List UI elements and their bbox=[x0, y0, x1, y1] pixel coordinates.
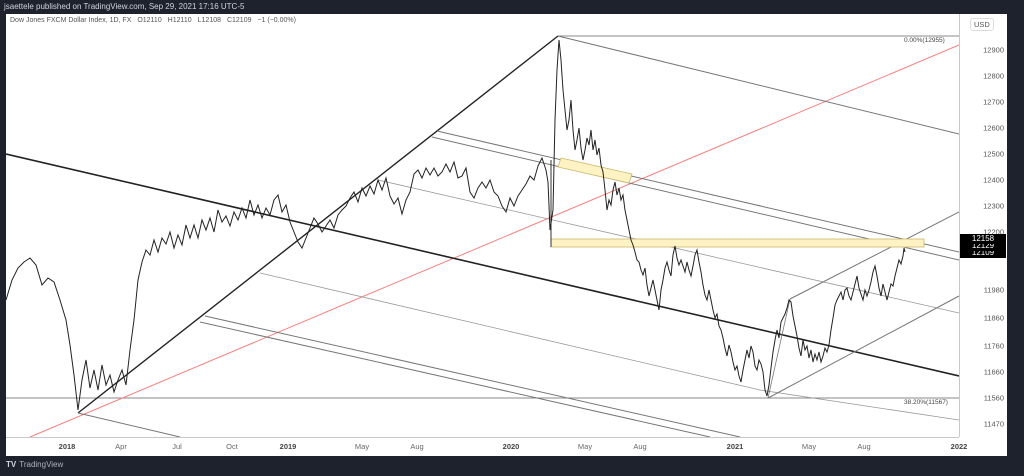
time-tick: 2018 bbox=[58, 442, 76, 451]
chart-panel[interactable] bbox=[6, 14, 1007, 456]
zone-resistance bbox=[550, 238, 925, 248]
zone-2020 bbox=[557, 157, 633, 184]
time-tick: Aug bbox=[857, 442, 871, 451]
time-tick: 2019 bbox=[279, 442, 297, 451]
descending-trendline bbox=[6, 153, 959, 377]
time-tick: May bbox=[354, 442, 370, 451]
time-tick: 2021 bbox=[726, 442, 744, 451]
fib-382-label: 38.20%(11567) bbox=[904, 399, 948, 406]
symbol-name: Dow Jones FXCM Dollar Index, 1D, FX bbox=[10, 17, 132, 24]
time-tick: Aug bbox=[410, 442, 424, 451]
price-tick: 11760 bbox=[983, 341, 1004, 351]
publisher-header: jsaettele published on TradingView.com, … bbox=[4, 2, 245, 11]
price-tick: 12500 bbox=[983, 149, 1004, 159]
ohlc-low: L12108 bbox=[197, 17, 221, 24]
time-tick: May bbox=[801, 442, 817, 451]
ohlc-change: −1 (−0.00%) bbox=[257, 17, 296, 24]
price-tick: 11470 bbox=[983, 419, 1004, 429]
price-label-12158: 12158 bbox=[960, 234, 1006, 244]
price-tick: 12800 bbox=[983, 71, 1004, 81]
price-label-12129: 12129 bbox=[960, 241, 1006, 251]
symbol-legend: Dow Jones FXCM Dollar Index, 1D, FX O121… bbox=[10, 17, 300, 24]
price-tick: 11660 bbox=[983, 367, 1004, 377]
time-tick: 2020 bbox=[502, 442, 520, 451]
price-tick: 11980 bbox=[983, 285, 1004, 295]
price-series bbox=[6, 39, 906, 411]
ohlc-open: O12110 bbox=[137, 17, 162, 24]
time-tick: 2022 bbox=[950, 442, 968, 451]
brand-name: TradingView bbox=[19, 460, 64, 469]
time-tick: Apr bbox=[115, 442, 127, 451]
ohlc-close: C12109 bbox=[226, 17, 252, 24]
price-tick: 12900 bbox=[983, 45, 1004, 55]
tradingview-footer[interactable]: TV TradingView bbox=[6, 460, 63, 469]
price-tick: 12400 bbox=[983, 175, 1004, 185]
ohlc-high: H12110 bbox=[167, 17, 192, 24]
time-tick: May bbox=[577, 442, 593, 451]
price-tick: 12200 bbox=[983, 227, 1004, 237]
red-trendline bbox=[29, 44, 959, 437]
price-tick: 12600 bbox=[983, 123, 1004, 133]
currency-button[interactable]: USD bbox=[970, 18, 994, 31]
fib-0-label: 0.00%(12955) bbox=[904, 37, 945, 44]
price-tick: 11860 bbox=[983, 313, 1004, 323]
price-tick: 12700 bbox=[983, 97, 1004, 107]
time-tick: Aug bbox=[633, 442, 647, 451]
time-tick: Oct bbox=[226, 442, 238, 451]
time-tick: Jul bbox=[172, 442, 182, 451]
price-tick: 12300 bbox=[983, 201, 1004, 211]
time-axis[interactable]: 2018 Apr Jul Oct 2019 May Aug 2020 May A… bbox=[6, 437, 967, 457]
tradingview-logo-icon: TV bbox=[6, 460, 17, 469]
price-label-12109: 12109 bbox=[960, 248, 1006, 258]
price-axis[interactable]: 12900 12800 12700 12600 12500 12400 1230… bbox=[959, 14, 1008, 437]
price-tick: 11560 bbox=[983, 393, 1004, 403]
